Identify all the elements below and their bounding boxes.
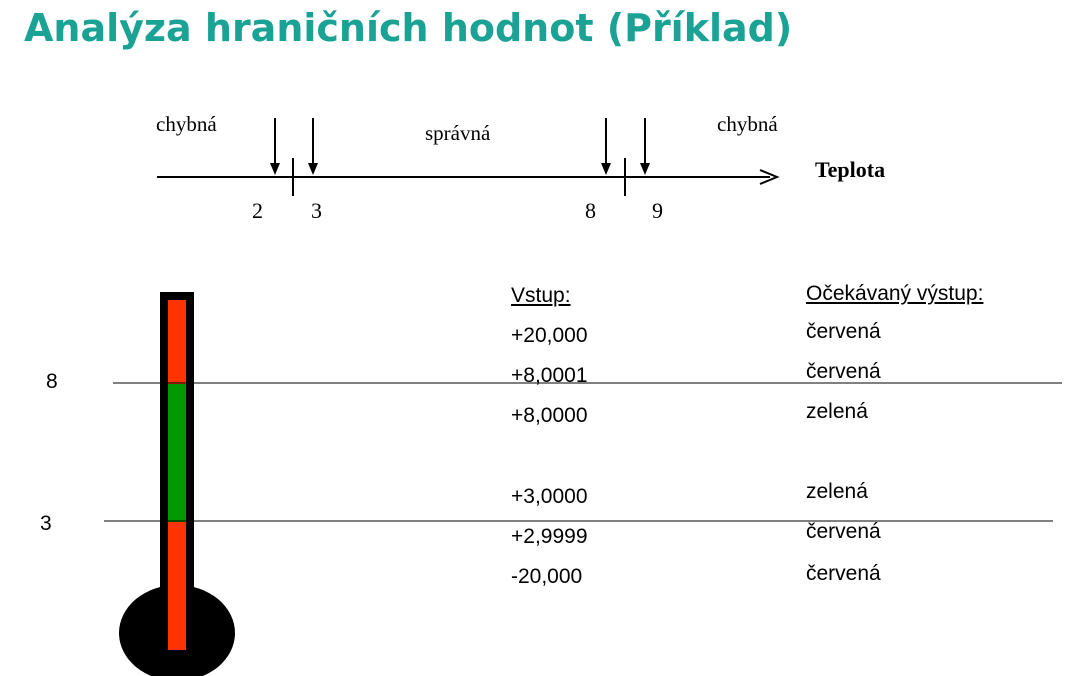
arrow-at-2	[270, 118, 280, 175]
output-value: červená	[806, 320, 881, 343]
axis-label: Teplota	[815, 157, 886, 182]
tick-label-2: 2	[252, 198, 263, 223]
output-value: červená	[806, 562, 881, 585]
input-column-header: Vstup:	[511, 284, 571, 307]
input-value: -20,000	[511, 565, 583, 588]
zone-label-invalid-right: chybná	[717, 112, 778, 136]
tick-label-3: 3	[311, 198, 322, 223]
input-value: +3,0000	[511, 485, 588, 508]
zone-label-valid: správná	[425, 121, 491, 145]
thermometer	[119, 292, 235, 676]
thermometer-segment-top-red	[168, 300, 186, 384]
zone-label-invalid-left: chybná	[156, 112, 217, 136]
output-value: červená	[806, 520, 881, 543]
thermometer-segment-bottom-red	[168, 522, 186, 650]
thermometer-segment-green	[168, 384, 186, 522]
tick-label-9: 9	[652, 198, 663, 223]
thermometer-label-lower: 3	[40, 512, 52, 535]
output-column-header: Očekávaný výstup:	[806, 282, 984, 305]
tick-label-8: 8	[585, 198, 596, 223]
axis-arrowhead	[759, 169, 780, 185]
output-value: zelená	[806, 480, 868, 503]
input-value: +8,0001	[511, 364, 588, 387]
thermometer-label-upper: 8	[46, 370, 58, 393]
input-value: +8,0000	[511, 404, 588, 427]
slide-title: Analýza hraničních hodnot (Příklad)	[24, 6, 793, 50]
arrow-at-3	[308, 118, 318, 175]
output-value: červená	[806, 360, 881, 383]
input-value: +2,9999	[511, 525, 588, 548]
input-value: +20,000	[511, 324, 588, 347]
arrow-at-8	[601, 118, 611, 175]
output-value: zelená	[806, 400, 868, 423]
arrow-at-9	[640, 118, 650, 175]
